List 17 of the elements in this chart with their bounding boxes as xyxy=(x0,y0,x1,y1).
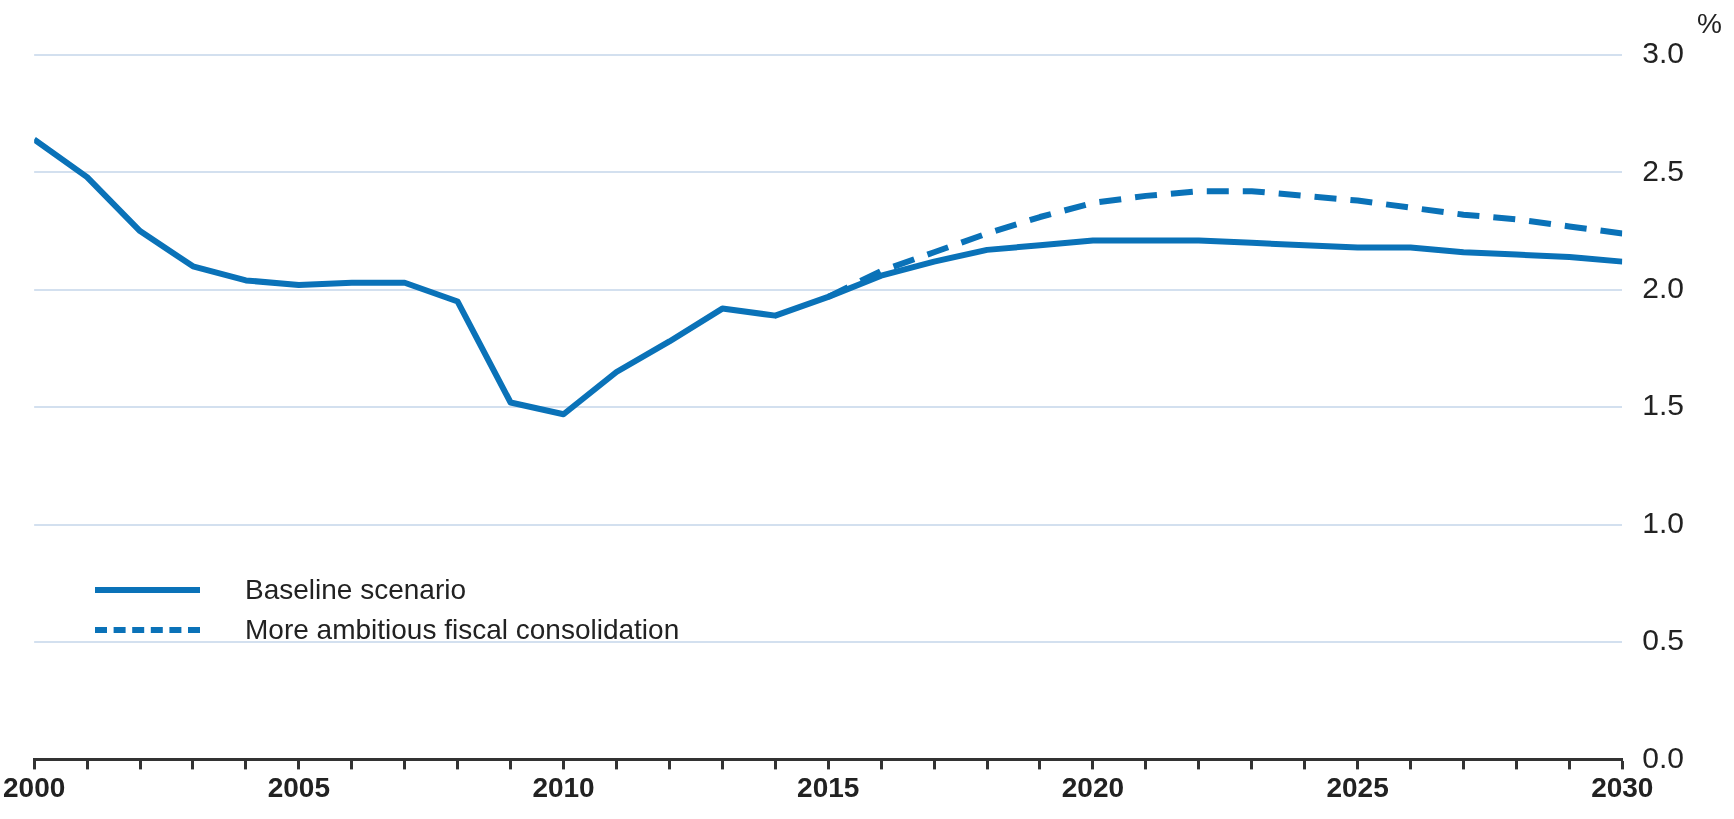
y-tick-label: 1.5 xyxy=(1642,388,1685,422)
y-tick-label: 0.0 xyxy=(1642,740,1685,774)
legend-label: Baseline scenario xyxy=(245,574,467,606)
y-tick-label: 3.0 xyxy=(1642,36,1685,70)
x-tick-label: 2005 xyxy=(267,771,330,803)
y-tick-label: 2.5 xyxy=(1642,153,1685,187)
x-tick-label: 2000 xyxy=(3,771,66,803)
y-tick-label: 1.0 xyxy=(1642,505,1685,539)
x-tick-label: 2010 xyxy=(532,771,595,803)
x-tick-label: 2025 xyxy=(1326,771,1389,803)
legend-label: More ambitious fiscal consolidation xyxy=(245,614,680,646)
x-tick-label: 2020 xyxy=(1061,771,1125,803)
y-axis-title: % xyxy=(1697,8,1722,40)
y-tick-label: 2.0 xyxy=(1642,271,1685,305)
x-tick-label: 2030 xyxy=(1591,771,1654,803)
y-tick-label: 0.5 xyxy=(1642,623,1685,657)
x-tick-label: 2015 xyxy=(797,771,860,803)
